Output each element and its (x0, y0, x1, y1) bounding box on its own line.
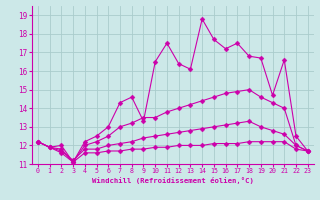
X-axis label: Windchill (Refroidissement éolien,°C): Windchill (Refroidissement éolien,°C) (92, 177, 254, 184)
